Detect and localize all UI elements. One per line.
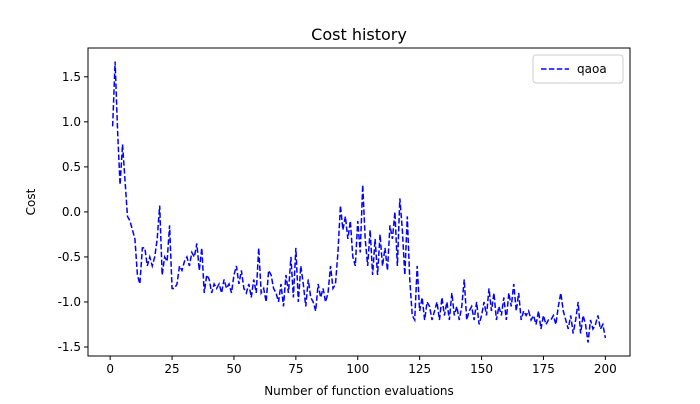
plot-frame (87, 47, 631, 357)
x-tick-label: 100 (346, 362, 369, 376)
x-tick-label: 0 (106, 362, 114, 376)
x-tick-label: 75 (288, 362, 303, 376)
y-tick-label: -0.5 (58, 250, 81, 264)
x-tick-label: 200 (594, 362, 617, 376)
x-tick-label: 25 (164, 362, 179, 376)
series-line (111, 61, 607, 343)
x-tick-label: 125 (408, 362, 431, 376)
y-tick-label: -1.5 (58, 340, 81, 354)
chart-title: Cost history (311, 25, 407, 44)
y-axis-label: Cost (24, 188, 38, 215)
y-tick-label: 1.0 (62, 115, 81, 129)
y-tick-label: 0.5 (62, 160, 81, 174)
x-tick-label: 175 (532, 362, 555, 376)
y-tick-label: -1.0 (58, 295, 81, 309)
legend-box (532, 54, 624, 84)
legend-label: qaoa (577, 62, 607, 76)
y-tick-label: 0.0 (62, 205, 81, 219)
x-tick-label: 50 (226, 362, 241, 376)
x-tick-label: 150 (470, 362, 493, 376)
y-tick-label: 1.5 (62, 70, 81, 84)
x-axis-label: Number of function evaluations (264, 384, 454, 398)
